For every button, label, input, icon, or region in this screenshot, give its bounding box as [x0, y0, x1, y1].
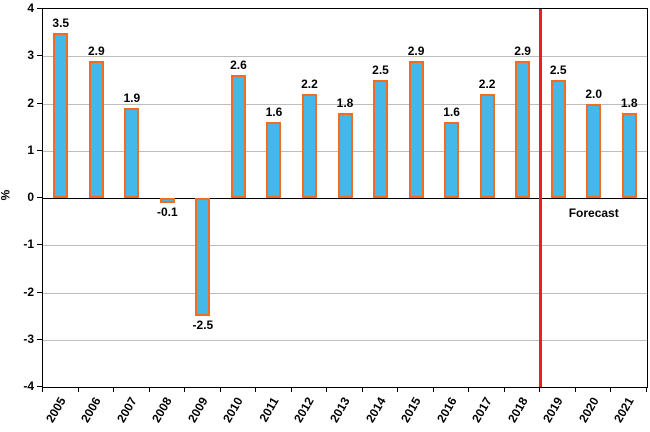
x-tick-mark — [503, 388, 505, 392]
forecast-divider-line — [538, 9, 542, 387]
x-tick-mark — [219, 388, 221, 392]
x-tick-mark — [610, 388, 612, 392]
y-tick-label: 2 — [27, 95, 34, 110]
bar — [621, 112, 637, 198]
x-tick-mark — [539, 388, 541, 392]
bar-value-label: 1.6 — [443, 105, 460, 120]
bar-value-label: -0.1 — [157, 204, 178, 219]
y-tick-label: -4 — [23, 379, 34, 393]
bar — [550, 79, 566, 198]
gridline — [43, 245, 647, 247]
bar-value-label: 2.5 — [549, 62, 567, 77]
bar — [159, 198, 175, 203]
bar-value-label: 2.9 — [407, 43, 425, 58]
x-tick-label: 2015 — [398, 394, 424, 425]
bar-value-label: 1.9 — [123, 91, 141, 106]
bar-value-label: 2.2 — [301, 77, 318, 92]
x-tick-mark — [574, 388, 576, 392]
x-tick-label: 2020 — [575, 394, 602, 425]
x-tick-mark — [184, 388, 186, 392]
x-tick-mark — [432, 388, 434, 392]
x-tick-label: 2018 — [504, 394, 531, 425]
x-tick-label: 2019 — [540, 394, 566, 425]
bar-value-label: 2.2 — [478, 77, 496, 92]
bar-value-label: 1.8 — [336, 95, 354, 110]
bar — [586, 103, 602, 198]
forecast-label: Forecast — [568, 206, 619, 220]
bar — [266, 122, 282, 198]
y-tick-label: 3 — [27, 48, 34, 63]
y-tick-mark — [37, 149, 42, 151]
bar-value-label: 2.9 — [514, 43, 531, 58]
x-tick-label: 2008 — [149, 394, 175, 425]
bar-value-label: 3.5 — [52, 15, 70, 30]
zero-axis-line — [43, 198, 647, 199]
x-tick-mark — [77, 388, 79, 392]
bar — [337, 112, 353, 198]
bar — [408, 60, 424, 198]
bar-value-label: 2.6 — [230, 58, 247, 73]
y-tick-mark — [37, 291, 42, 293]
plot-area: 3.5 2.9 1.9 -0.1 -2.5 2.6 1.6 2.2 1.8 2.5 2.9 1.6 2.… — [42, 8, 648, 388]
x-tick-mark — [361, 388, 363, 392]
x-tick-mark — [42, 388, 43, 392]
x-tick-mark — [468, 388, 470, 392]
gridline — [43, 103, 647, 105]
y-tick-label: -2 — [23, 284, 34, 299]
y-tick-mark — [37, 244, 42, 246]
x-tick-label: 2013 — [327, 394, 353, 425]
x-tick-label: 2017 — [469, 394, 495, 425]
bar — [479, 94, 495, 198]
bar-value-label: 2.5 — [372, 62, 389, 77]
gridline — [43, 339, 647, 341]
bar — [373, 79, 389, 198]
y-tick-label: 4 — [27, 1, 34, 15]
gridline — [43, 56, 647, 58]
y-tick-label: 1 — [27, 142, 34, 157]
gridline — [43, 292, 647, 294]
y-tick-label: -3 — [23, 331, 34, 346]
x-tick-mark — [255, 388, 257, 392]
x-tick-mark — [397, 388, 399, 392]
x-tick-label: 2010 — [220, 394, 247, 425]
x-tick-label: 2014 — [362, 394, 389, 425]
x-tick-label: 2006 — [78, 394, 104, 425]
y-tick-mark — [37, 197, 42, 198]
bar — [444, 122, 460, 198]
y-axis: 4 3 2 1 0 -1 -2 -3 -4 — [0, 0, 42, 432]
y-tick-mark — [37, 55, 42, 57]
bar-value-label: 1.6 — [265, 105, 283, 120]
x-tick-label: 2012 — [291, 394, 318, 425]
bar — [515, 60, 531, 198]
x-tick-label: 2021 — [611, 394, 637, 425]
y-tick-mark — [37, 338, 42, 340]
y-tick-mark — [37, 386, 42, 387]
bar-value-label: 1.8 — [620, 95, 638, 110]
x-tick-label: 2016 — [433, 394, 460, 425]
bar — [53, 32, 69, 198]
bar — [301, 94, 317, 198]
bar — [195, 198, 211, 317]
bar-value-label: -2.5 — [192, 318, 214, 333]
x-tick-label: 2007 — [113, 394, 140, 425]
y-tick-label: 0 — [27, 190, 34, 204]
x-tick-label: 2011 — [256, 394, 282, 425]
x-tick-label: 2005 — [42, 394, 69, 425]
y-tick-label: -1 — [23, 237, 34, 252]
x-tick-mark — [148, 388, 150, 392]
bar-value-label: 2.9 — [87, 43, 105, 58]
x-tick-mark — [646, 388, 647, 392]
x-tick-mark — [290, 388, 292, 392]
bar-value-label: 2.0 — [585, 86, 603, 101]
bar — [88, 60, 104, 198]
x-tick-mark — [113, 388, 115, 392]
y-tick-mark — [37, 102, 42, 104]
y-tick-mark — [37, 8, 42, 9]
bar — [230, 75, 246, 198]
bar — [124, 108, 140, 198]
x-tick-label: 2009 — [185, 394, 211, 425]
x-tick-mark — [326, 388, 328, 392]
